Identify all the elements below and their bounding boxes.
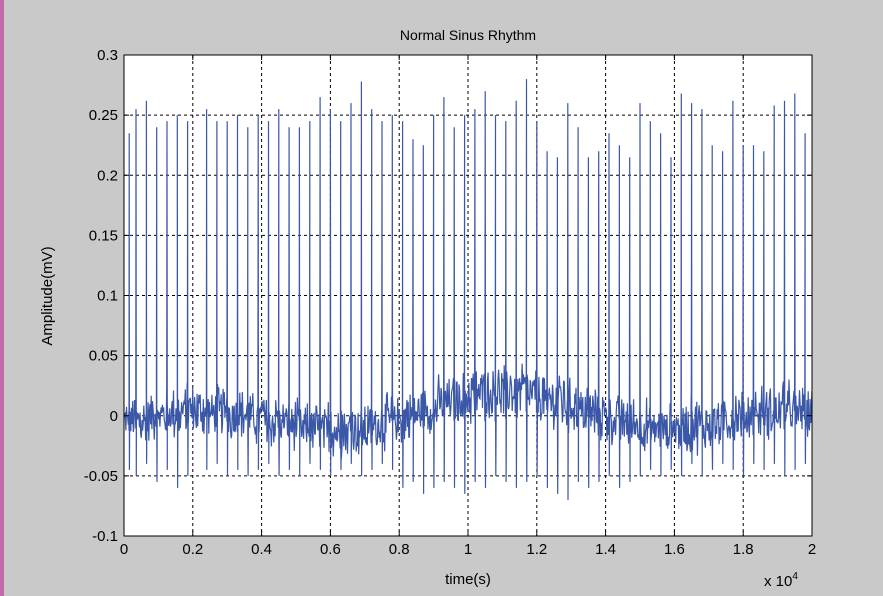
- x-tick-label: 0.8: [389, 541, 410, 558]
- x-tick-label: 0.4: [251, 541, 272, 558]
- y-tick-label: -0.1: [92, 528, 118, 545]
- x-tick-label: 1.6: [664, 541, 685, 558]
- x-tick-label: 1.8: [733, 541, 754, 558]
- ecg-trace-group: [123, 79, 813, 500]
- window-edge: [0, 0, 4, 596]
- axis-ticks: 0 0.2 0.4 0.6 0.8 1 1.2 1.4 1.6 1.8 2 -0.1 -0.05 0 0.0…: [84, 47, 816, 558]
- y-tick-label: 0.25: [89, 107, 118, 124]
- y-tick-label: 0.15: [89, 227, 118, 244]
- y-tick-label: 0.2: [97, 167, 118, 184]
- y-axis-label: Amplitude(mV): [39, 246, 56, 345]
- ecg-trace-line: [123, 79, 813, 500]
- x-tick-label: 2: [808, 541, 816, 558]
- y-tick-label: 0: [110, 408, 118, 425]
- x-tick-label: 1.2: [526, 541, 547, 558]
- x-tick-label: 0.6: [320, 541, 341, 558]
- y-tick-label: 0.1: [97, 288, 118, 305]
- x-tick-label: 0.2: [182, 541, 203, 558]
- x-tick-label: 1: [464, 541, 472, 558]
- x-exponent-label: x 104: [764, 571, 798, 590]
- x-tick-label: 1.4: [595, 541, 616, 558]
- y-tick-label: -0.05: [84, 468, 118, 485]
- x-exponent-power: 4: [792, 571, 798, 582]
- x-tick-label: 0: [120, 541, 128, 558]
- y-tick-label: 0.3: [97, 47, 118, 64]
- y-tick-label: 0.05: [89, 348, 118, 365]
- x-axis-label: time(s): [445, 571, 491, 588]
- chart-title: Normal Sinus Rhythm: [400, 27, 536, 43]
